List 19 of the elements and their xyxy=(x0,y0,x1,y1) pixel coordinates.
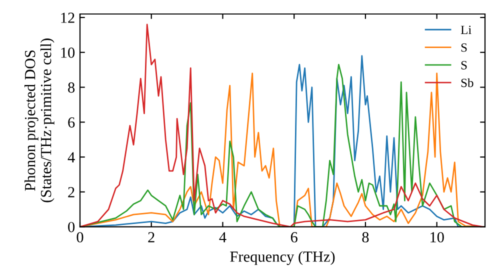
x-tick-label: 6 xyxy=(290,232,298,242)
y-tick-label: 6 xyxy=(68,117,75,128)
y-tick-label: 12 xyxy=(61,12,74,23)
legend-label: S xyxy=(461,43,467,52)
x-tick-label: 2 xyxy=(148,232,154,242)
y-tick-label: 10 xyxy=(61,48,75,58)
x-axis-title: Frequency (THz) xyxy=(230,251,335,265)
y-axis-title: Phonon projected DOS (States/THz·primitive cell) xyxy=(24,38,54,202)
legend-label: Li xyxy=(460,26,472,34)
x-tick-label: 4 xyxy=(219,232,226,242)
legend-label: S xyxy=(461,61,467,70)
y-tick-label: 0 xyxy=(68,222,75,232)
y-tick-label: 8 xyxy=(68,82,75,93)
y-tick-label: 2 xyxy=(68,187,74,198)
x-tick-label: 0 xyxy=(76,232,84,242)
x-tick-label: 8 xyxy=(362,232,369,242)
x-tick-label: 10 xyxy=(430,232,444,242)
legend-label: Sb xyxy=(461,78,474,88)
y-tick-label: 4 xyxy=(68,152,75,162)
